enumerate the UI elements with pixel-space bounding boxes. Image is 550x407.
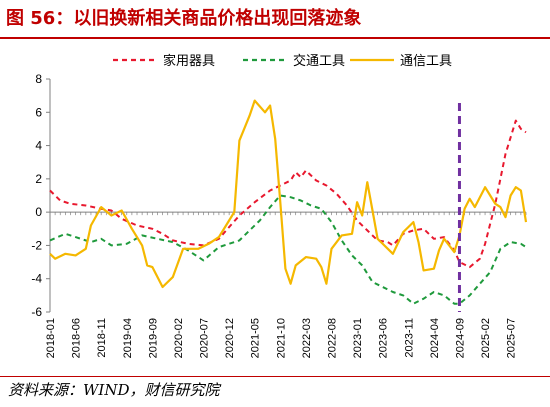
x-tick-label: 2025-02 — [480, 318, 492, 358]
legend-label: 通信工具 — [400, 54, 452, 69]
x-tick-label: 2019-04 — [122, 318, 134, 358]
x-tick-label: 2018-06 — [71, 318, 83, 358]
y-tick-label: 4 — [35, 139, 42, 153]
x-tick-label: 2024-09 — [454, 318, 466, 358]
y-tick-label: -6 — [31, 305, 42, 319]
y-tick-label: 6 — [35, 105, 42, 119]
chart-legend: 家用器具 交通工具 通信工具 — [113, 53, 452, 69]
y-axis: -6 -4 -2 0 2 4 6 8 — [31, 72, 51, 319]
x-axis: 2018-01 2018-06 2018-11 2019-04 2019-09 2020-… — [45, 211, 527, 358]
y-tick-label: 8 — [35, 72, 42, 86]
x-tick-label: 2021-05 — [250, 318, 262, 358]
x-tick-label: 2020-12 — [224, 318, 236, 358]
x-tick-label: 2025-07 — [506, 318, 518, 358]
x-tick-label: 2020-02 — [173, 318, 185, 358]
x-tick-label: 2018-01 — [45, 318, 57, 358]
y-tick-label: -4 — [31, 272, 42, 286]
x-tick-label: 2023-01 — [352, 318, 364, 358]
y-tick-label: 0 — [35, 205, 42, 219]
series-line-1 — [49, 119, 527, 269]
footer-rule — [0, 376, 550, 377]
series-line-3 — [49, 99, 528, 289]
x-tick-label: 2020-07 — [199, 318, 211, 358]
figure-title: 图 56：以旧换新相关商品价格出现回落迹象 — [6, 8, 362, 29]
series-line-2 — [49, 194, 527, 305]
y-tick-label: 2 — [35, 172, 42, 186]
y-tick-label: -2 — [31, 238, 42, 252]
source-note: 资料来源：WIND，财信研究院 — [8, 381, 220, 399]
x-tick-label: 2019-09 — [147, 318, 159, 358]
x-tick-label: 2024-04 — [429, 318, 441, 358]
legend-label: 家用器具 — [163, 53, 215, 69]
x-tick-label: 2022-08 — [327, 318, 339, 358]
x-tick-label: 2022-03 — [301, 318, 313, 358]
series-layer — [49, 99, 528, 312]
x-tick-label: 2023-11 — [403, 318, 415, 358]
x-tick-label: 2021-10 — [275, 318, 287, 358]
x-tick-label: 2023-06 — [378, 318, 390, 358]
title-rule — [0, 37, 550, 39]
x-tick-label: 2018-11 — [96, 318, 108, 358]
legend-label: 交通工具 — [293, 53, 345, 69]
